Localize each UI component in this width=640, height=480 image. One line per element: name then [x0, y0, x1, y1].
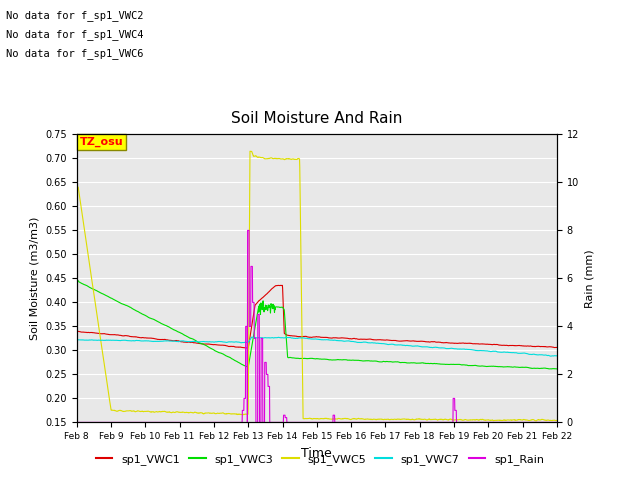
- Title: Soil Moisture And Rain: Soil Moisture And Rain: [231, 111, 403, 126]
- Text: No data for f_sp1_VWC4: No data for f_sp1_VWC4: [6, 29, 144, 40]
- Text: No data for f_sp1_VWC6: No data for f_sp1_VWC6: [6, 48, 144, 59]
- Text: No data for f_sp1_VWC2: No data for f_sp1_VWC2: [6, 10, 144, 21]
- Y-axis label: Rain (mm): Rain (mm): [584, 249, 595, 308]
- Legend: sp1_VWC1, sp1_VWC3, sp1_VWC5, sp1_VWC7, sp1_Rain: sp1_VWC1, sp1_VWC3, sp1_VWC5, sp1_VWC7, …: [92, 450, 548, 469]
- Text: TZ_osu: TZ_osu: [79, 137, 124, 147]
- Y-axis label: Soil Moisture (m3/m3): Soil Moisture (m3/m3): [30, 216, 40, 340]
- X-axis label: Time: Time: [301, 447, 332, 460]
